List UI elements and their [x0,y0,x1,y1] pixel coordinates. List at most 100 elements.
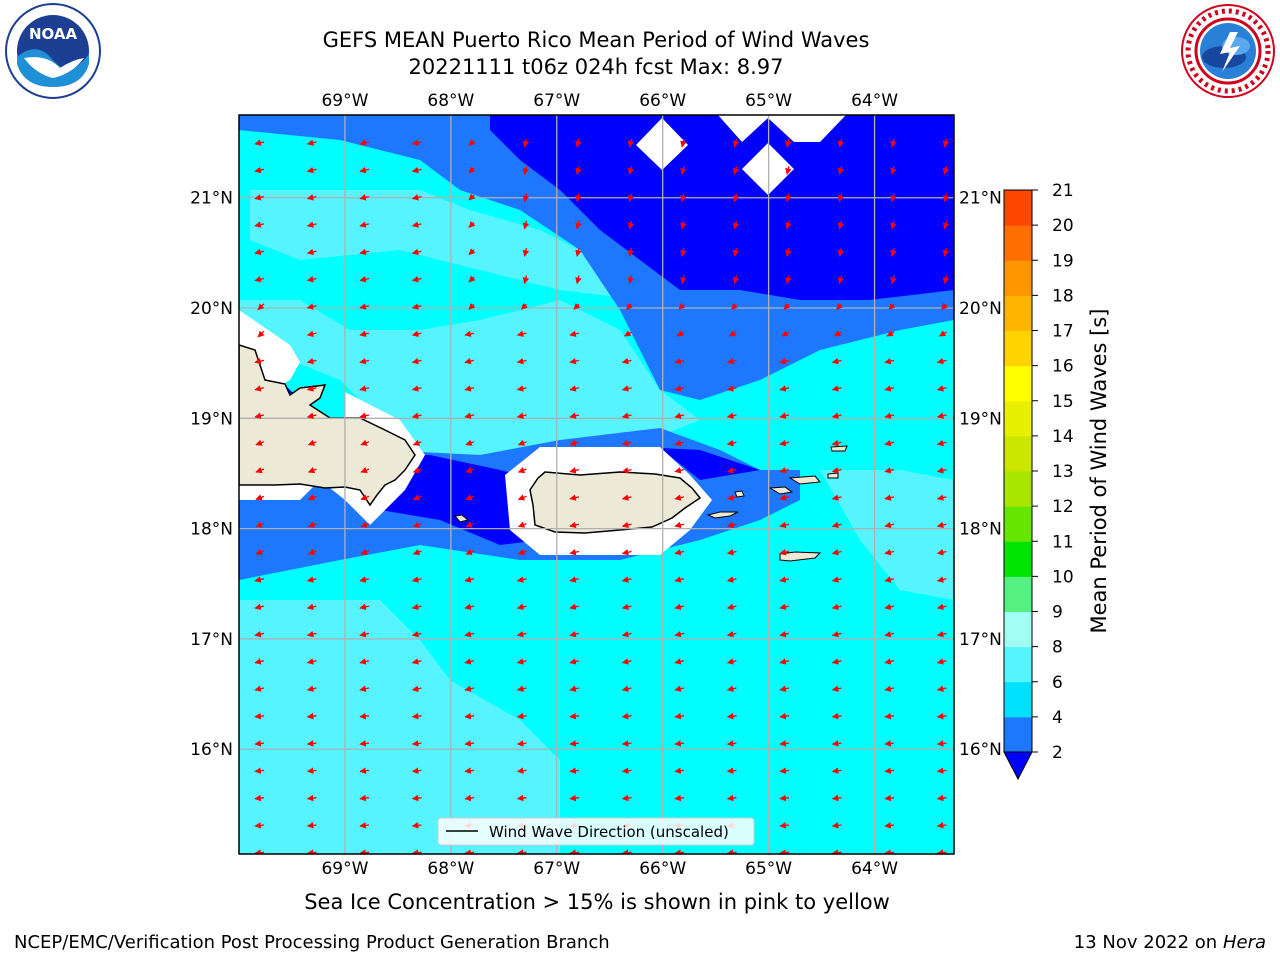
wind-arrow [621,412,632,419]
wind-arrow [936,685,947,692]
wind-arrow [783,302,791,310]
wind-arrow [831,630,842,638]
wind-arrow [831,467,842,474]
wind-arrow [464,740,475,747]
wind-arrow [779,849,790,854]
wind-arrow [890,275,897,285]
wind-arrow [936,412,947,419]
wind-arrow [779,494,790,501]
wind-arrow [731,302,738,310]
wind-arrow [516,603,527,611]
wind-arrow [411,794,422,802]
wind-arrow [306,385,317,392]
wind-arrow [306,303,317,310]
map-tick-labels: 69°W 69°W 68°W 68°W 67°W 67°W 66°W 66°W 65°W 65°W… [190,91,1002,879]
wind-arrow [411,822,422,829]
colorbar-tick-label: 12 [1052,497,1074,517]
wind-arrow [831,439,842,447]
wind-arrow [627,138,635,148]
colorbar-tick-label: 14 [1052,427,1074,447]
wind-arrow [779,467,790,474]
wind-arrow [255,467,265,474]
wind-arrow [307,521,317,528]
colorbar-tick-label: 4 [1052,708,1063,728]
wind-arrow [884,385,895,392]
wind-arrow [674,603,685,611]
wind-arrow [521,302,528,310]
wind-arrow [936,357,947,365]
wind-arrow [254,658,265,665]
wind-arrow [359,139,370,146]
wind-arrow [936,767,947,774]
wind-arrow [680,138,687,148]
wind-arrow [306,767,317,774]
wind-arrow [884,740,895,747]
wind-arrow [569,385,580,392]
colorbar-band [1004,471,1032,507]
wind-arrow [680,275,687,285]
wind-arrow [359,276,370,283]
wind-arrow [779,822,790,829]
wind-arrow [732,275,740,285]
wind-arrow [575,275,582,285]
y-tick-label-left: 16°N [190,740,233,760]
colorbar-under-arrow [1003,751,1033,781]
wind-arrow [465,548,475,555]
wind-arrow [674,712,685,720]
wind-arrow [886,330,895,337]
noaa-logo: NOAA [5,3,101,99]
wind-arrow [411,412,422,419]
wind-arrow [726,603,737,611]
map-frame [238,114,955,855]
y-tick-label-right: 18°N [959,520,1002,540]
wind-arrow [516,767,527,774]
sea-ice-note: Sea Ice Concentration > 15% is shown in … [304,890,890,914]
wind-arrow [726,357,737,365]
wind-arrow [254,276,265,283]
wind-arrow [522,248,530,257]
wind-arrow [726,494,737,501]
wind-arrow [255,548,265,555]
wind-arrow [307,548,317,555]
wind-arrow [257,303,265,311]
wind-arrow [779,357,790,365]
wind-arrow [621,494,632,501]
wind-arrow [569,576,580,583]
wind-arrow [307,439,317,446]
wind-arrow [680,193,687,203]
wind-arrow [626,302,633,310]
wind-arrow [468,139,476,146]
wind-arrow [728,330,737,337]
wind-arrow [411,630,422,638]
wind-arrow [522,220,530,230]
wind-arrow [464,685,475,692]
wind-arrow [516,385,527,392]
wind-arrow [674,849,685,854]
wind-arrow [411,740,422,747]
y-tick-label-left: 18°N [190,520,233,540]
wind-arrow [726,412,737,419]
wind-arrow [942,166,950,175]
wind-arrow [726,467,737,474]
wind-arrow [888,302,896,310]
wind-arrow [785,193,792,203]
wind-arrow [306,712,317,720]
wind-arrow [674,767,685,774]
wind-arrow [254,166,265,174]
colorbar-tick-label: 11 [1052,532,1074,552]
wind-arrow [674,630,685,638]
wind-arrow [726,521,737,529]
wind-arrow [569,357,580,365]
wind-arrow [779,439,790,447]
wind-arrow [936,521,947,529]
wind-arrow [255,494,265,501]
y-tick-label-right: 21°N [959,189,1002,209]
wind-arrow [936,576,947,583]
wind-arrow [936,439,947,447]
wind-arrow [465,494,475,501]
wind-arrow [411,221,422,228]
noaa-logo-text: NOAA [29,25,78,43]
wind-arrow [254,357,265,365]
wind-arrow [359,712,370,720]
wind-arrow [255,439,265,446]
